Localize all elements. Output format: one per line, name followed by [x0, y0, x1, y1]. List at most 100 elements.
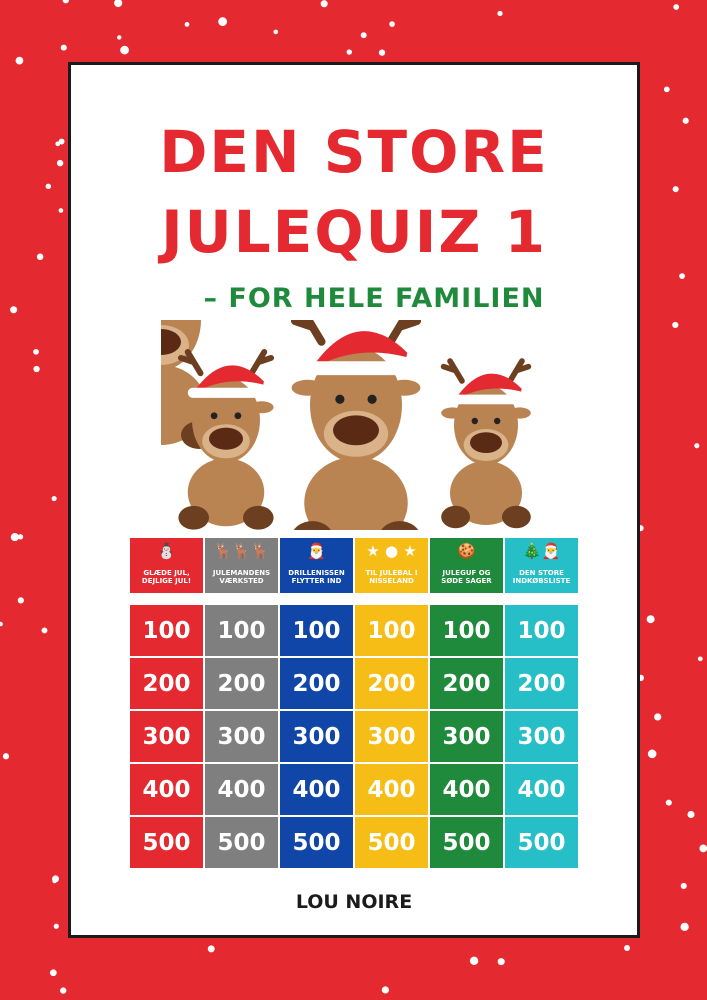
points-cell[interactable]: 500	[280, 817, 353, 868]
points-cell[interactable]: 100	[130, 605, 203, 656]
category-label: GLÆDE JUL, DEJLIGE JUL!	[141, 569, 192, 585]
snowflake	[33, 348, 39, 355]
snowflake	[360, 32, 367, 39]
snowflake	[273, 29, 279, 35]
points-cell[interactable]: 500	[205, 817, 278, 868]
snowflake	[207, 945, 215, 953]
category-header: 🦌🦌🦌 JULEMANDENS VÆRKSTED	[205, 538, 278, 593]
points-cell[interactable]: 100	[505, 605, 578, 656]
reindeer-illustration	[161, 320, 551, 530]
snowflake	[60, 44, 67, 51]
category-header: 🎅 DRILLENISSEN FLYTTER IND	[280, 538, 353, 593]
snowflake	[36, 253, 44, 261]
points-cell[interactable]: 400	[505, 764, 578, 815]
category-row: ⛄ GLÆDE JUL, DEJLIGE JUL! 🦌🦌🦌 JULEMANDENS V…	[130, 538, 578, 593]
points-cell[interactable]: 400	[280, 764, 353, 815]
snowflake	[60, 987, 67, 994]
snowflake	[346, 49, 352, 55]
snowflake	[15, 56, 24, 65]
points-cell[interactable]: 100	[430, 605, 503, 656]
snowflake	[663, 86, 670, 93]
christmas-tree-icon: 🎄🎅	[522, 542, 561, 560]
title-line-1: DEN STORE	[159, 118, 549, 186]
snowman-icon: ⛄	[157, 542, 176, 560]
points-cell[interactable]: 400	[130, 764, 203, 815]
snowflake	[624, 945, 630, 951]
category-header: ⛄ GLÆDE JUL, DEJLIGE JUL!	[130, 538, 203, 593]
points-cell[interactable]: 400	[205, 764, 278, 815]
snowflake	[687, 810, 695, 819]
santa-icon: 🎅	[307, 542, 326, 560]
snowflake	[33, 365, 40, 373]
category-label: TIL JULEBAL I NISSELAND	[365, 569, 418, 585]
category-label: DEN STORE INDKØBSLISTE	[512, 569, 571, 585]
snowflake	[497, 10, 503, 17]
snowflake	[45, 183, 52, 190]
snowflake	[665, 799, 672, 806]
points-cell[interactable]: 400	[355, 764, 428, 815]
snowflake	[41, 627, 48, 634]
snowflake	[52, 878, 57, 884]
points-cell[interactable]: 200	[280, 658, 353, 709]
points-cell[interactable]: 500	[355, 817, 428, 868]
points-cell[interactable]: 500	[430, 817, 503, 868]
snowflake	[680, 922, 689, 932]
snowflake	[672, 321, 679, 329]
points-cell[interactable]: 500	[130, 817, 203, 868]
category-label: JULEMANDENS VÆRKSTED	[212, 569, 271, 585]
snowflake	[184, 22, 190, 27]
snowflake	[17, 597, 24, 604]
title-line-2: JULEQUIZ 1	[161, 198, 547, 266]
points-cell[interactable]: 300	[505, 711, 578, 762]
snowflake	[647, 749, 657, 759]
snowflake	[55, 141, 61, 147]
points-cell[interactable]: 200	[430, 658, 503, 709]
author-name: LOU NOIRE	[295, 891, 413, 913]
points-cell[interactable]: 200	[505, 658, 578, 709]
snowflake	[694, 443, 700, 449]
points-cell[interactable]: 100	[355, 605, 428, 656]
category-header: ★ ● ★ TIL JULEBAL I NISSELAND	[355, 538, 428, 593]
snowflake	[49, 969, 57, 977]
snowflake	[117, 35, 122, 40]
snowflake	[53, 923, 59, 929]
points-cell[interactable]: 400	[430, 764, 503, 815]
snowflake	[697, 656, 703, 662]
snowflake	[469, 956, 479, 966]
snowflake	[378, 49, 386, 56]
snowflake	[2, 753, 10, 760]
snowflake	[218, 17, 228, 26]
snowflake	[381, 986, 389, 994]
gingerbread-icon: 🍪	[457, 542, 476, 560]
snowflake	[646, 615, 655, 624]
ornaments-icon: ★ ● ★	[366, 542, 417, 560]
snowflake	[51, 495, 57, 502]
category-label: JULEGUF OG SØDE SAGER	[441, 569, 492, 585]
points-cell[interactable]: 300	[205, 711, 278, 762]
snowflake	[58, 208, 64, 213]
points-cell[interactable]: 300	[280, 711, 353, 762]
snowflake	[10, 306, 18, 314]
snowflake	[680, 882, 687, 889]
snowflake	[0, 621, 3, 627]
snowflake	[389, 21, 395, 27]
snowflake	[672, 186, 679, 193]
cover-panel: DEN STORE JULEQUIZ 1 – FOR HELE FAMILIEN…	[68, 62, 640, 938]
points-cell[interactable]: 200	[355, 658, 428, 709]
category-header: 🍪 JULEGUF OG SØDE SAGER	[430, 538, 503, 593]
points-cell[interactable]: 100	[280, 605, 353, 656]
snowflake	[120, 45, 129, 55]
snowflake	[654, 713, 662, 721]
points-cell[interactable]: 100	[205, 605, 278, 656]
points-cell[interactable]: 300	[430, 711, 503, 762]
points-cell[interactable]: 300	[130, 711, 203, 762]
snowflake	[682, 117, 689, 124]
points-cell[interactable]: 500	[505, 817, 578, 868]
snowflake	[320, 0, 328, 8]
points-cell[interactable]: 300	[355, 711, 428, 762]
points-cell[interactable]: 200	[205, 658, 278, 709]
snowflake	[673, 4, 680, 10]
points-cell[interactable]: 200	[130, 658, 203, 709]
snowflake	[17, 534, 24, 540]
category-label: DRILLENISSEN FLYTTER IND	[288, 569, 345, 585]
